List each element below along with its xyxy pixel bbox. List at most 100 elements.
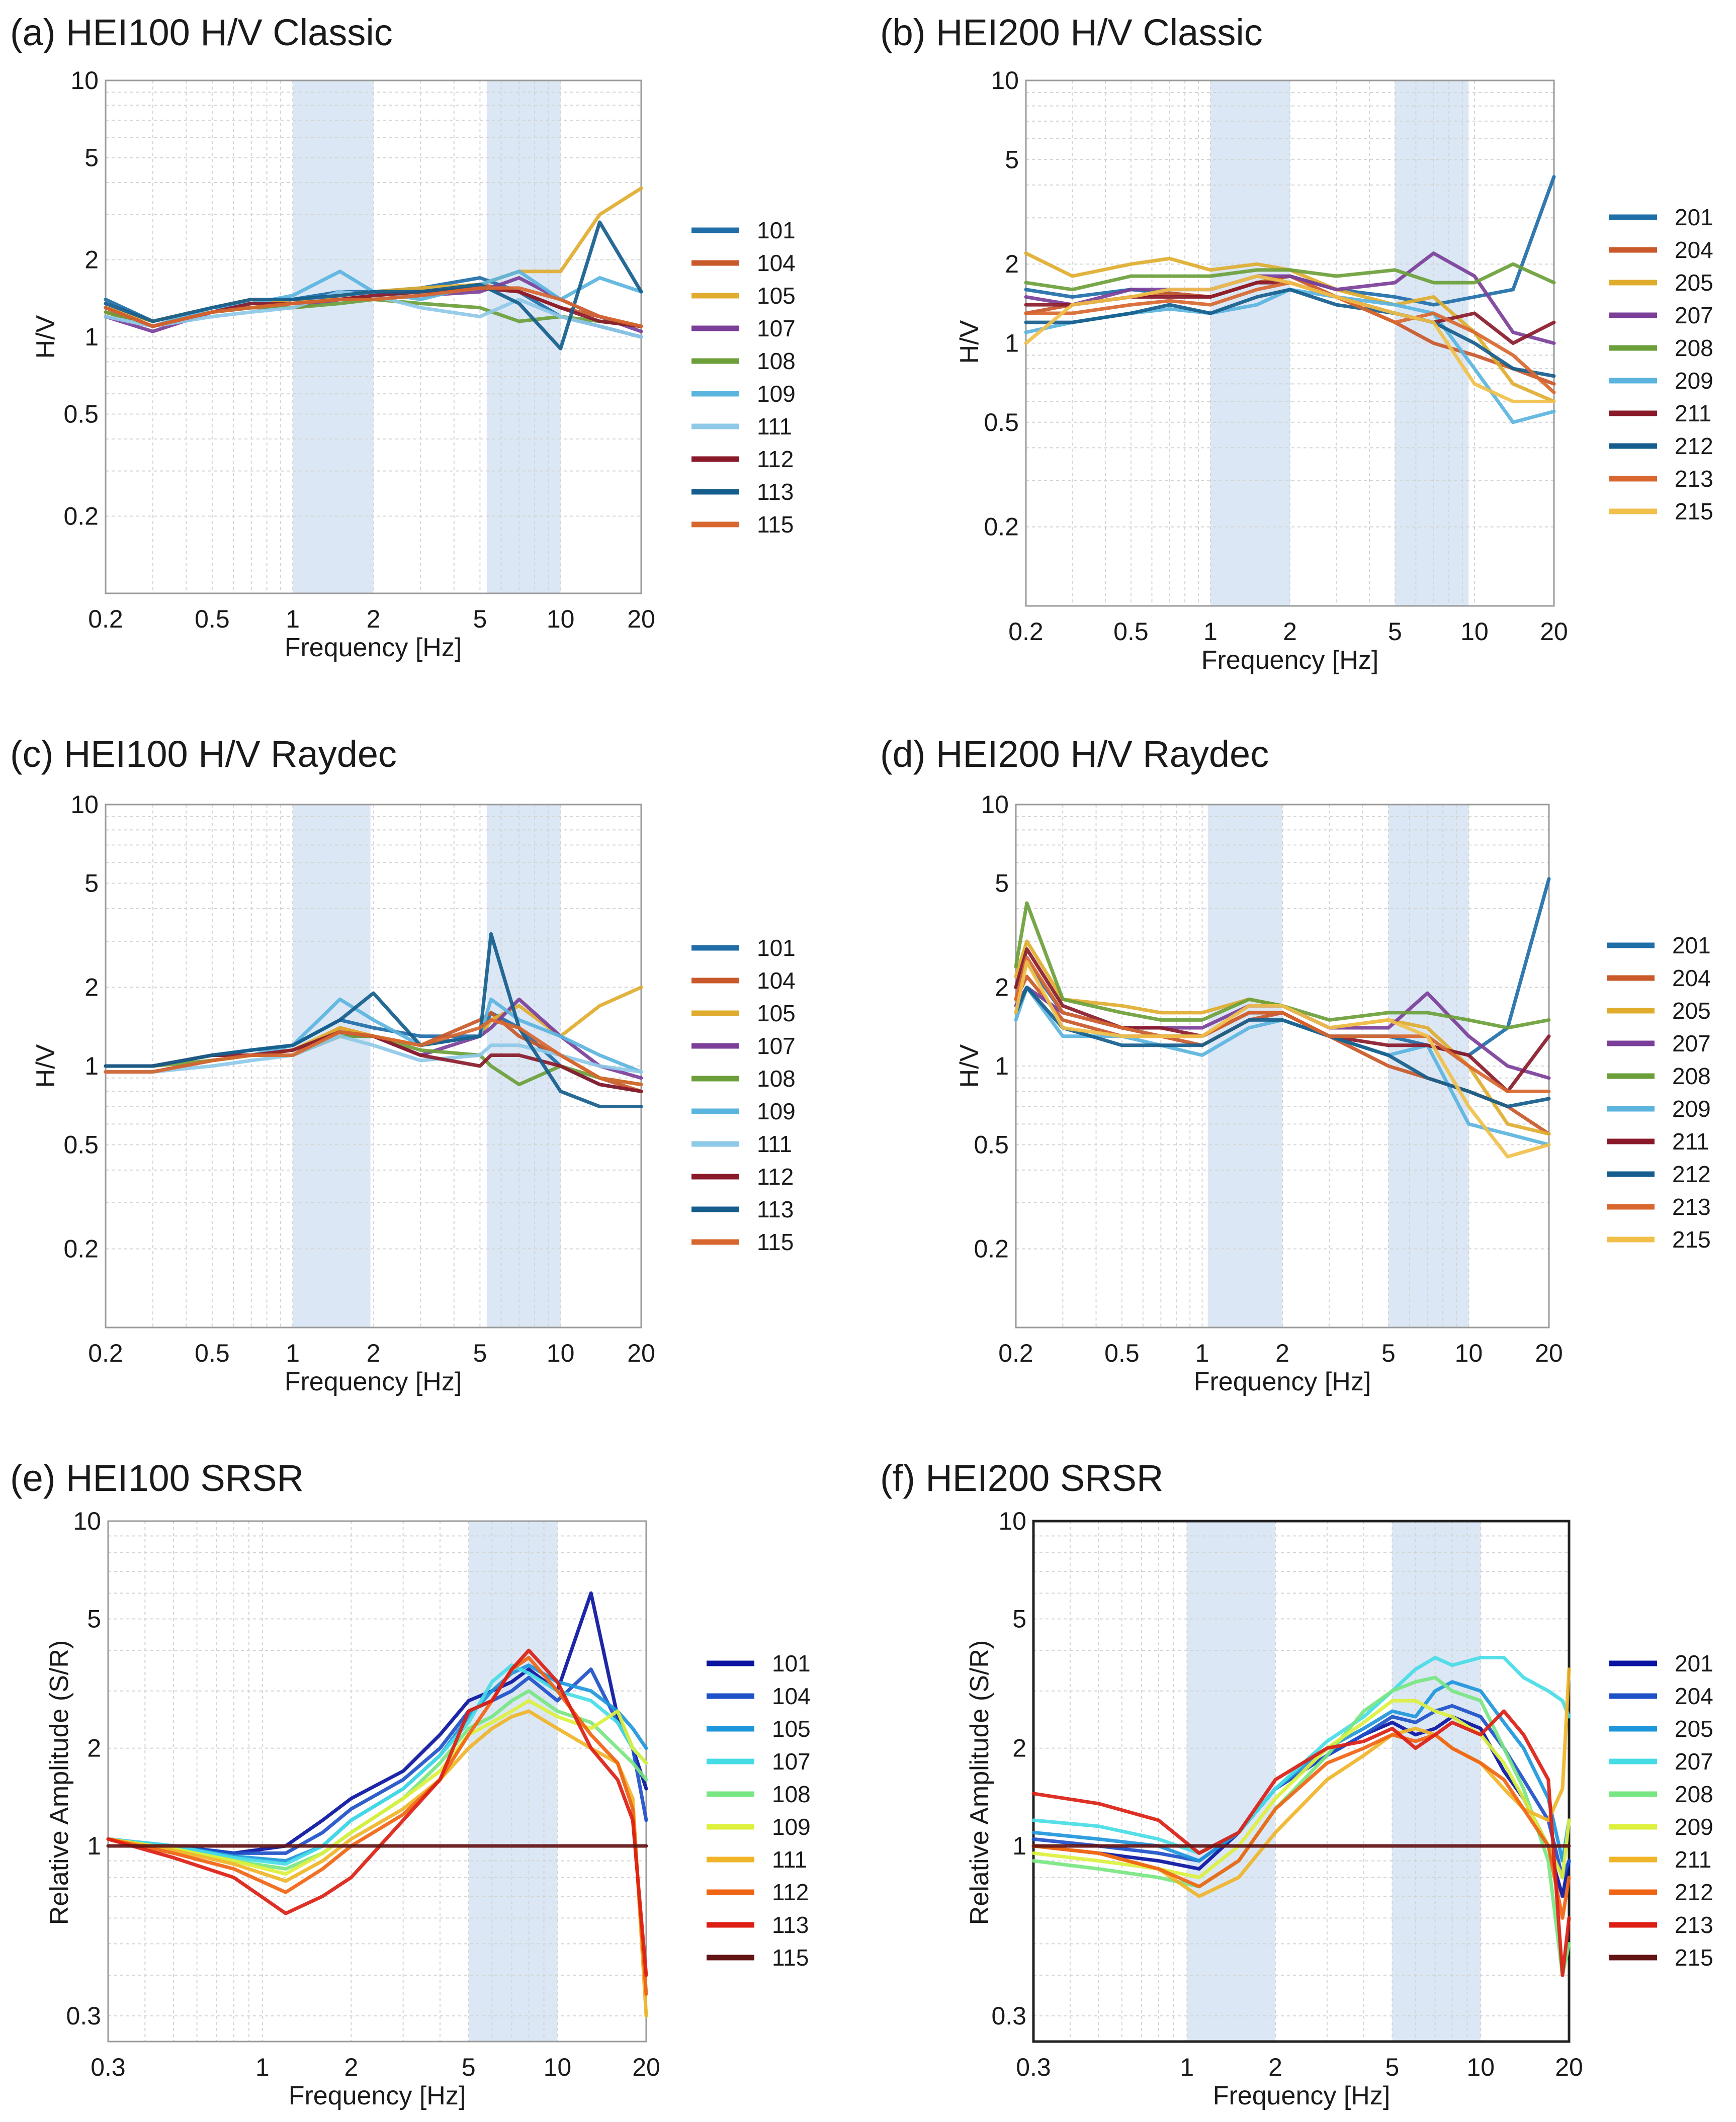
panel-a-grid (106, 80, 641, 593)
panel-f-legend-label-215: 215 (1675, 1944, 1713, 1971)
panel-d-grid (1016, 805, 1549, 1328)
panel-e-plot: 0.3 1 2 5 10 20 0.3 1 2 5 10 (66, 1507, 660, 2081)
panel-e-ylabel: Relative Amplitude (S/R) (45, 1640, 74, 1925)
panel-b-legend-label-211: 211 (1675, 400, 1711, 426)
panel-b-xlabel: Frequency [Hz] (1201, 646, 1379, 675)
panel-a-legend-label-101: 101 (757, 217, 796, 243)
panel-a: (a) HEI100 H/V Classic 0.2 0.5 1 2 5 10 200.20… (10, 12, 796, 662)
panel-f-series-209 (1031, 1699, 1571, 1880)
panel-d-legend: 201 204 205 207 208 209 211 212 213 215 (1607, 932, 1711, 1253)
panel-c-legend-label-101: 101 (757, 935, 796, 961)
panel-d-plot: 0.2 0.5 1 2 5 10 20 0.2 0.5 1 2 5 10 (974, 790, 1563, 1367)
panel-a-legend: 101 104 105 107 108 109 111 112 113 115 (691, 217, 796, 538)
panel-f-ylabel: Relative Amplitude (S/R) (965, 1640, 994, 1925)
panel-a-xtick-label: 5 (473, 605, 487, 633)
panel-d-series-215 (1014, 960, 1551, 1159)
panel-d-xtick-label: 5 (1381, 1339, 1396, 1367)
panel-e-ytick-label: 0.3 (66, 2002, 101, 2030)
panel-e-series-111 (106, 1709, 648, 2018)
panel-c-legend-label-112: 112 (757, 1164, 794, 1190)
panel-e-ytick-label: 1 (87, 1832, 101, 1860)
panel-b-ytick-label: 10 (991, 66, 1019, 95)
panel-c-legend-label-104: 104 (757, 967, 796, 994)
panel-b-ytick-label: 5 (1005, 145, 1019, 173)
panel-d-legend-label-204: 204 (1672, 965, 1711, 991)
panel-d-ytick-label: 0.5 (974, 1131, 1009, 1159)
panel-e-xtick-label: 20 (632, 2053, 660, 2081)
panel-c-series-111 (104, 1034, 643, 1074)
panel-b-legend-label-215: 215 (1675, 498, 1713, 524)
panel-f-series (1031, 1656, 1571, 1977)
panel-c-legend-label-107: 107 (757, 1033, 796, 1059)
panel-e-legend-label-108: 108 (772, 1781, 811, 1807)
panel-c-xtick-label: 1 (286, 1339, 300, 1367)
panel-a-xtick-label: 1 (286, 605, 300, 633)
panel-e-legend: 101 104 105 107 108 109 111 112 113 115 (707, 1650, 811, 1971)
panel-f-legend-label-204: 204 (1675, 1683, 1713, 1709)
panel-a-xtick-label: 0.2 (88, 605, 123, 633)
panel-b-legend-label-204: 204 (1675, 237, 1713, 263)
panel-e-xtick-label: 5 (462, 2053, 476, 2081)
panel-b-plot: 0.2 0.5 1 2 5 10 20 0.2 0.5 1 2 5 10 (984, 66, 1568, 646)
panel-b-legend-label-207: 207 (1675, 302, 1713, 328)
panel-d-legend-label-207: 207 (1672, 1030, 1711, 1056)
panel-a-series-113 (104, 220, 643, 350)
panel-d-legend-label-212: 212 (1672, 1161, 1711, 1187)
panel-c-ytick-label: 2 (84, 973, 99, 1001)
panel-a-xtick-label: 20 (627, 605, 655, 633)
panel-d-legend-label-213: 213 (1672, 1194, 1711, 1220)
panel-c-xtick-label: 0.2 (88, 1339, 123, 1367)
panel-b: (b) HEI200 H/V Classic 0.2 0.5 1 2 5 10 200.20… (880, 12, 1713, 675)
panel-d-legend-label-215: 215 (1672, 1226, 1711, 1253)
panel-d-ytick-label: 1 (995, 1052, 1009, 1080)
panel-a-xlabel: Frequency [Hz] (285, 633, 462, 662)
panel-b-series (1024, 175, 1556, 424)
panel-d-legend-label-205: 205 (1672, 998, 1711, 1024)
panel-b-ytick-label: 1 (1005, 329, 1019, 358)
panel-b-legend-label-213: 213 (1675, 466, 1713, 492)
panel-e: (e) HEI100 SRSR 0.3 1 2 5 10 20 0.3 1 2 5 10 Frequ… (10, 1457, 811, 2110)
panel-c-xtick-label: 20 (627, 1339, 655, 1367)
panel-c-ytick-label: 0.2 (63, 1234, 99, 1263)
panel-f-legend: 201 204 205 207 208 209 211 212 213 215 (1609, 1650, 1713, 1971)
panel-c-grid (106, 805, 641, 1328)
panel-b-xtick-label: 2 (1283, 617, 1297, 646)
panel-f-series-211 (1031, 1667, 1571, 1898)
panel-e-ytick-label: 10 (73, 1507, 101, 1535)
panel-f-xtick-label: 10 (1466, 2053, 1495, 2081)
panel-b-xtick-label: 1 (1203, 617, 1218, 646)
panel-b-series-207 (1024, 251, 1556, 345)
panel-c-series (104, 932, 643, 1108)
panel-e-ytick-label: 2 (87, 1734, 101, 1762)
panel-b-xtick-label: 20 (1540, 617, 1568, 646)
panel-d-series (1014, 877, 1551, 1159)
panel-d-ytick-label: 5 (995, 869, 1009, 898)
panel-c-series-113 (104, 932, 643, 1108)
panel-c-xtick-label: 0.5 (195, 1339, 230, 1367)
panel-d-xlabel: Frequency [Hz] (1194, 1367, 1371, 1396)
panel-f-legend-label-211: 211 (1675, 1846, 1711, 1873)
panel-b-ytick-label: 0.2 (984, 513, 1019, 541)
panel-d-xtick-label: 0.2 (998, 1339, 1033, 1367)
panel-d-xtick-label: 20 (1535, 1339, 1563, 1367)
panel-f-plot: 0.3 1 2 5 10 20 0.3 1 2 5 10 (991, 1507, 1583, 2081)
panel-e-legend-label-111: 111 (772, 1846, 807, 1873)
panel-a-title: (a) HEI100 H/V Classic (10, 12, 393, 53)
panel-f-ytick-label: 2 (1012, 1734, 1026, 1762)
panel-a-ytick-label: 1 (84, 323, 99, 351)
panel-d-xtick-label: 10 (1455, 1339, 1483, 1367)
panel-d-ytick-label: 2 (995, 973, 1009, 1001)
panel-f-xtick-label: 1 (1180, 2053, 1194, 2081)
panel-e-series (106, 1591, 648, 2018)
panel-e-legend-label-113: 113 (772, 1912, 809, 1938)
panel-e-xtick-label: 0.3 (91, 2053, 126, 2081)
panel-b-ytick-label: 0.5 (984, 408, 1019, 436)
panel-a-ytick-label: 0.2 (63, 502, 99, 530)
panel-a-legend-label-113: 113 (757, 479, 794, 505)
panel-e-series-108 (106, 1689, 648, 1871)
panel-f-series-207 (1031, 1656, 1571, 1855)
panel-e-legend-label-115: 115 (772, 1944, 809, 1971)
panel-a-legend-label-104: 104 (757, 250, 796, 276)
panel-a-ytick-label: 0.5 (63, 400, 99, 428)
panel-f-band-1 (1187, 1521, 1276, 2042)
